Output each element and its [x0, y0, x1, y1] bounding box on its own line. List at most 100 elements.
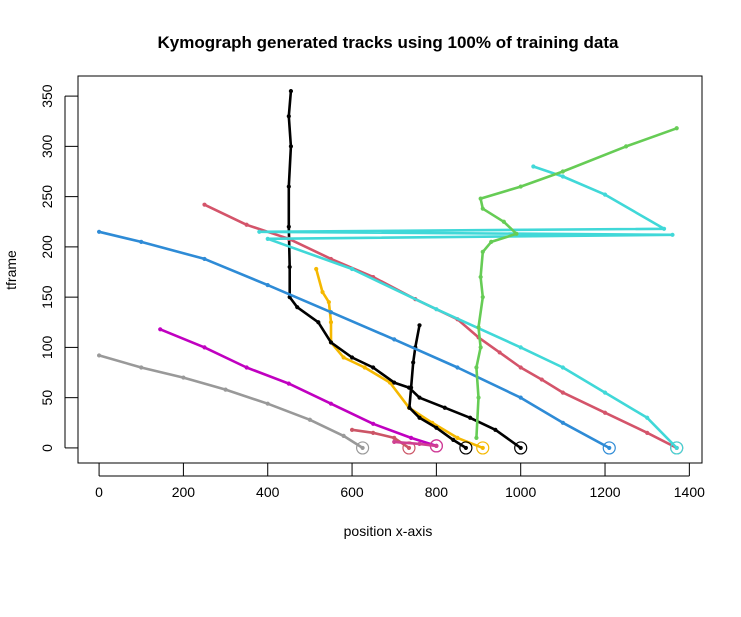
track-point [478, 274, 483, 280]
track-point [244, 365, 249, 370]
track-point [411, 360, 416, 365]
track-series [349, 427, 416, 455]
plot-frame [77, 75, 703, 464]
track-point [560, 390, 565, 395]
track-point [371, 365, 376, 370]
track-point [307, 417, 312, 422]
chart-title: Kymograph generated tracks using 100% of… [157, 33, 619, 52]
track-point [480, 295, 485, 300]
y-axis-label: tframe [3, 250, 19, 290]
track-point [497, 350, 502, 355]
track-point [417, 441, 422, 447]
track-point [286, 114, 291, 119]
track-point [531, 164, 536, 169]
track-point [328, 320, 334, 325]
track-point [442, 405, 447, 410]
track-point [645, 430, 650, 435]
y-axis: 0 50 100 150 200 250 300 350 [39, 84, 78, 452]
track-point [560, 169, 565, 174]
track-point [417, 323, 422, 328]
track-point [518, 445, 523, 451]
track-point [288, 144, 294, 149]
track-point [371, 421, 376, 426]
track-point [480, 445, 485, 451]
track-point [341, 433, 346, 438]
track-point [451, 437, 456, 442]
track-point [349, 355, 355, 360]
track-point [407, 405, 412, 410]
track-line [475, 127, 678, 440]
track-point [489, 239, 494, 244]
track-point [360, 445, 365, 451]
x-tick-label: 800 [425, 484, 449, 500]
x-axis: 0 200 400 600 800 1000 1200 1400 [95, 463, 705, 500]
track-endpoint-marker [514, 441, 528, 455]
track-point [328, 401, 334, 406]
track-point [539, 377, 544, 382]
track-endpoint-marker [429, 439, 443, 453]
track-point [478, 196, 483, 201]
track-point [244, 222, 249, 227]
track-point [417, 415, 422, 420]
x-tick-label: 400 [256, 484, 280, 500]
track-point [287, 264, 292, 270]
track-point [223, 387, 228, 392]
track-point [624, 144, 629, 149]
track-point [320, 290, 325, 295]
track-point [288, 88, 294, 94]
track-series [257, 164, 684, 455]
track-endpoint-marker [476, 441, 490, 455]
track-point [417, 395, 422, 400]
track-point [476, 325, 481, 330]
track-point [328, 340, 334, 345]
track-point [286, 184, 291, 189]
track-endpoint-marker [670, 441, 684, 455]
track-point [96, 229, 102, 234]
track-line [287, 89, 522, 450]
y-tick-label: 50 [39, 390, 55, 406]
track-endpoint-marker [355, 441, 370, 455]
x-tick-label: 1200 [589, 484, 620, 500]
track-series [474, 126, 679, 440]
track-endpoint-marker [602, 441, 616, 455]
track-point [468, 415, 473, 420]
track-line [158, 328, 438, 448]
track-point [316, 320, 321, 325]
track-point [602, 390, 608, 395]
x-tick-label: 0 [95, 484, 103, 500]
track-point [560, 174, 565, 179]
x-tick-label: 600 [340, 484, 364, 500]
track-point [463, 445, 468, 451]
track-point [480, 206, 485, 211]
x-axis-label: position x-axis [344, 523, 433, 539]
track-line [314, 267, 485, 450]
track-point [474, 435, 479, 440]
y-tick-label: 0 [39, 444, 55, 452]
track-point [265, 282, 270, 288]
track-line [97, 354, 364, 450]
track-point [476, 395, 481, 400]
x-tick-label: 1000 [505, 484, 536, 500]
track-point [202, 256, 207, 262]
track-point [139, 365, 144, 370]
track-point [202, 345, 207, 350]
track-point [295, 305, 300, 310]
series-layer [96, 88, 684, 455]
track-point [406, 445, 412, 451]
track-series [158, 327, 443, 453]
track-series [392, 439, 443, 453]
y-tick-label: 250 [39, 185, 55, 209]
track-point [514, 231, 519, 236]
track-point [560, 365, 565, 370]
track-series [96, 353, 370, 455]
track-point [392, 439, 397, 444]
track-point [674, 126, 679, 131]
track-point [674, 445, 679, 451]
track-point [434, 307, 439, 312]
track-point [202, 202, 207, 207]
track-point [518, 395, 523, 400]
track-point [286, 224, 291, 229]
track-point [139, 239, 144, 244]
track-point [392, 337, 397, 342]
